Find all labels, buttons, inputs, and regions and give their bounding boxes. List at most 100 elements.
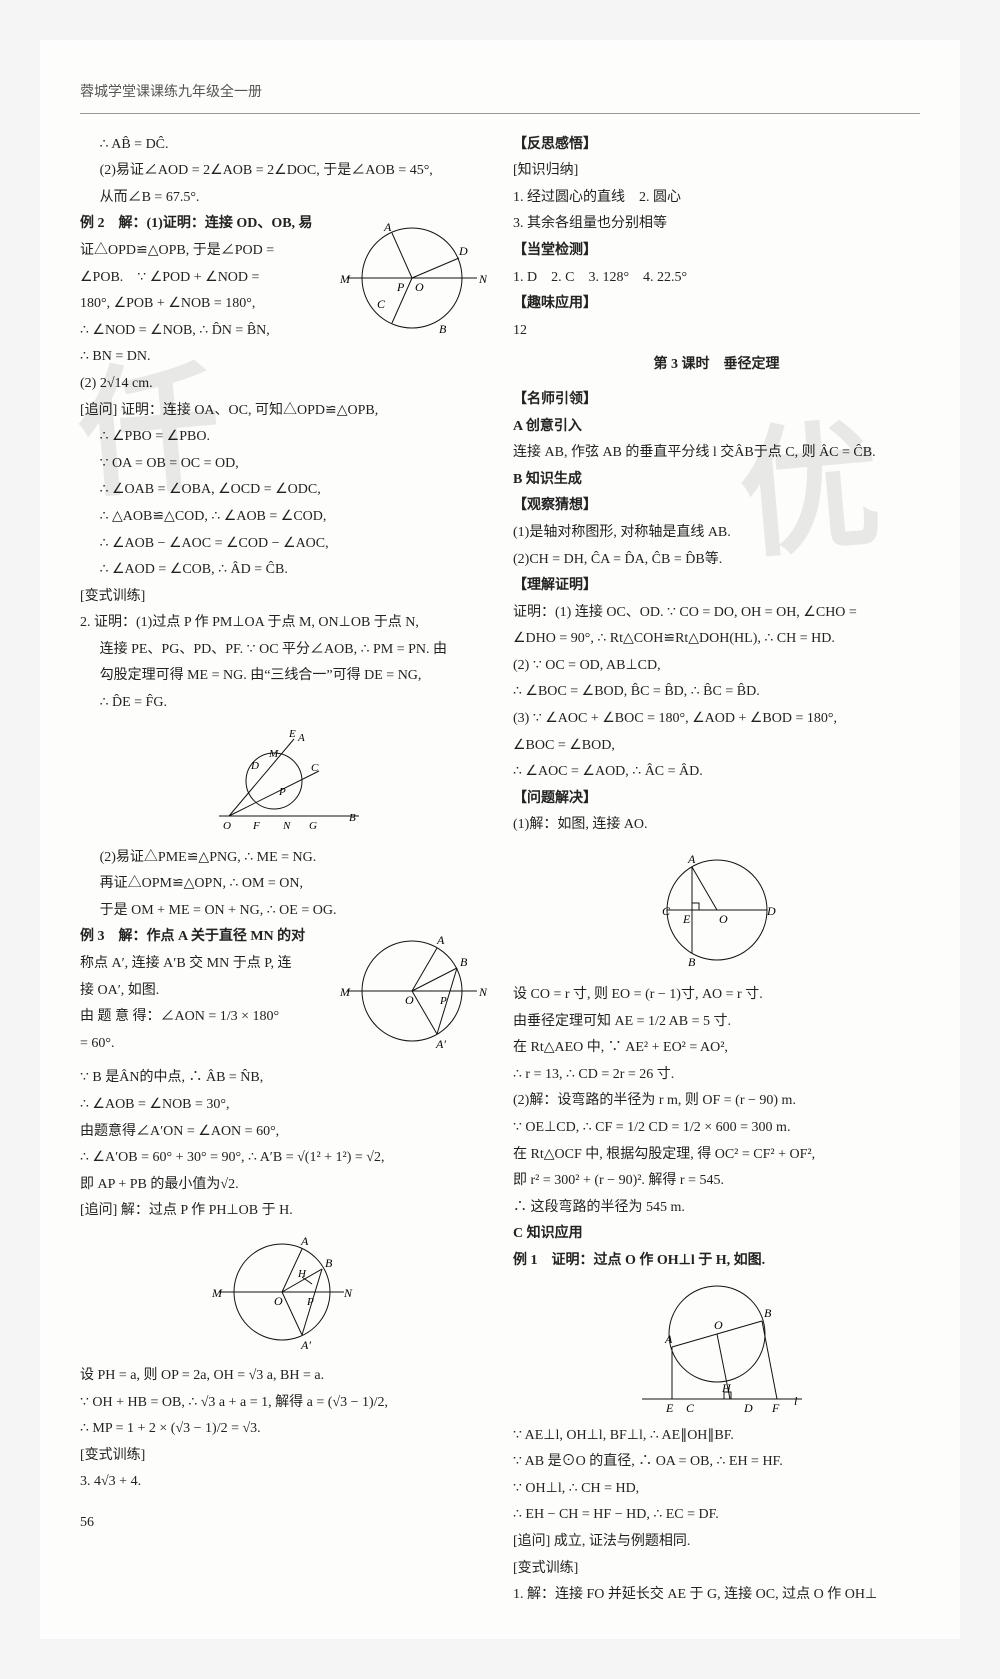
svg-text:l: l <box>794 1394 798 1408</box>
svg-text:A: A <box>300 1234 309 1248</box>
line: (2) 2√14 cm. <box>80 371 487 398</box>
svg-text:O: O <box>719 912 728 926</box>
svg-text:N: N <box>282 820 291 832</box>
section-title: B 知识生成 <box>513 467 920 494</box>
line: 证明：(1) 连接 OC、OD. ∵ CO = DO, OH = OH, ∠CH… <box>513 600 920 627</box>
line: (2) ∵ OC = OD, AB⊥CD, <box>513 653 920 680</box>
line: ∴ ∠AOB − ∠AOC = ∠COD − ∠AOC, <box>80 531 487 558</box>
line: 2. 证明：(1)过点 P 作 PM⊥OA 于点 M, ON⊥OB 于点 N, <box>80 610 487 637</box>
svg-text:H: H <box>297 1268 307 1280</box>
section-title: 【当堂检测】 <box>513 238 920 265</box>
svg-text:C: C <box>377 297 386 311</box>
svg-text:B: B <box>439 322 447 336</box>
line: ∴ ∠PBO = ∠PBO. <box>80 424 487 451</box>
svg-text:F: F <box>771 1401 780 1415</box>
svg-text:N: N <box>478 985 487 999</box>
line: ∴ ∠OAB = ∠OBA, ∠OCD = ∠ODC, <box>80 477 487 504</box>
svg-text:B: B <box>688 955 696 969</box>
line: (2)易证∠AOD = 2∠AOB = 2∠DOC, 于是∠AOB = 45°, <box>80 158 487 185</box>
line: ∴ ∠A′OB = 60° + 30° = 90°, ∴ A′B = √(1² … <box>80 1145 487 1172</box>
line: 1. D 2. C 3. 128° 4. 22.5° <box>513 265 920 292</box>
svg-text:E: E <box>665 1401 674 1415</box>
section-title: 【趣味应用】 <box>513 291 920 318</box>
svg-text:G: G <box>309 820 317 832</box>
svg-text:A′: A′ <box>435 1037 446 1051</box>
line: 1. 经过圆心的直线 2. 圆心 <box>513 185 920 212</box>
svg-text:P: P <box>439 995 447 1007</box>
line: ∴ ∠AOC = ∠AOD, ∴ ÂC = ÂD. <box>513 759 920 786</box>
right-column: 【反思感悟】 [知识归纳] 1. 经过圆心的直线 2. 圆心 3. 其余各组量也… <box>513 132 920 1609</box>
line: 1. 解：连接 FO 并延长交 AE 于 G, 连接 OC, 过点 O 作 OH… <box>513 1582 920 1609</box>
figure-circle-mn-2: M N A B P O A′ <box>337 926 487 1061</box>
svg-text:D: D <box>766 904 776 918</box>
figure-circle-ohl: A B O E C H D F l <box>513 1279 920 1419</box>
svg-text:P: P <box>396 280 405 294</box>
svg-text:N: N <box>478 272 487 286</box>
svg-text:A: A <box>664 1332 673 1346</box>
line: ∴ 这段弯路的半径为 545 m. <box>513 1195 920 1222</box>
svg-text:D: D <box>250 760 259 772</box>
figure-small-circle-1: O F N G B D M E A C P <box>80 721 487 841</box>
line: [追问] 证明：连接 OA、OC, 可知△OPD≌△OPB, <box>80 398 487 425</box>
line: ∵ AB 是⊙O 的直径, ∴ OA = OB, ∴ EH = HF. <box>513 1449 920 1476</box>
svg-text:A: A <box>687 852 696 866</box>
svg-text:P: P <box>306 1296 314 1308</box>
line: 在 Rt△OCF 中, 根据勾股定理, 得 OC² = CF² + OF², <box>513 1142 920 1169</box>
line: [追问] 解：过点 P 作 PH⊥OB 于 H. <box>80 1198 487 1225</box>
svg-text:O: O <box>274 1294 283 1308</box>
svg-text:B: B <box>764 1306 772 1320</box>
svg-text:B: B <box>349 812 356 824</box>
line: [追问] 成立, 证法与例题相同. <box>513 1529 920 1556</box>
svg-text:E: E <box>288 728 296 740</box>
page: 仟 优 蓉城学堂课课练九年级全一册 ∴ AB̂ = DĈ. (2)易证∠AOD … <box>40 40 960 1639</box>
line: 即 r² = 300² + (r − 90)². 解得 r = 545. <box>513 1168 920 1195</box>
svg-text:A: A <box>436 933 445 947</box>
line: (2)解：设弯路的半径为 r m, 则 OF = (r − 90) m. <box>513 1088 920 1115</box>
line: ∴ ∠AOD = ∠COB, ∴ ÂD = ĈB. <box>80 557 487 584</box>
line: 连接 AB, 作弦 AB 的垂直平分线 l 交ÂB于点 C, 则 ÂC = ĈB… <box>513 440 920 467</box>
line: ∴ D̂E = F̂G. <box>80 690 487 717</box>
svg-text:D: D <box>458 244 468 258</box>
page-number: 56 <box>80 1510 487 1537</box>
svg-text:P: P <box>278 786 286 798</box>
figure-small-circle-2: M N A B H O P A′ <box>80 1229 487 1359</box>
line: ∴ r = 13, ∴ CD = 2r = 26 寸. <box>513 1062 920 1089</box>
line: ∠DHO = 90°, ∴ Rt△COH≌Rt△DOH(HL), ∴ CH = … <box>513 626 920 653</box>
line: 12 <box>513 318 920 345</box>
svg-text:H: H <box>721 1381 732 1395</box>
svg-text:D: D <box>743 1401 753 1415</box>
line: ∴ △AOB≌△COD, ∴ ∠AOB = ∠COD, <box>80 504 487 531</box>
line: 从而∠B = 67.5°. <box>80 185 487 212</box>
section-title: [变式训练] <box>80 1443 487 1470</box>
line: ∵ B 是ÂN的中点, ∴ ÂB = N̂B, <box>80 1065 487 1092</box>
line: 连接 PE、PG、PD、PF. ∵ OC 平分∠AOB, ∴ PM = PN. … <box>80 637 487 664</box>
line: ∴ ∠AOB = ∠NOB = 30°, <box>80 1092 487 1119</box>
line: 由垂径定理可知 AE = 1/2 AB = 5 寸. <box>513 1009 920 1036</box>
line: 3. 其余各组量也分别相等 <box>513 211 920 238</box>
svg-text:M: M <box>211 1286 223 1300</box>
line: 由题意得∠A′ON = ∠AON = 60°, <box>80 1119 487 1146</box>
line: 于是 OM + ME = ON + NG, ∴ OE = OG. <box>80 898 487 925</box>
section-title: 【观察猜想】 <box>513 493 920 520</box>
line: ∴ MP = 1 + 2 × (√3 − 1)/2 = √3. <box>80 1416 487 1443</box>
line: (1)是轴对称图形, 对称轴是直线 AB. <box>513 520 920 547</box>
line: ∵ OH + HB = OB, ∴ √3 a + a = 1, 解得 a = (… <box>80 1390 487 1417</box>
line: ∵ OE⊥CD, ∴ CF = 1/2 CD = 1/2 × 600 = 300… <box>513 1115 920 1142</box>
line: 再证△OPM≌△OPN, ∴ OM = ON, <box>80 871 487 898</box>
line: 设 PH = a, 则 OP = 2a, OH = √3 a, BH = a. <box>80 1363 487 1390</box>
svg-text:B: B <box>460 955 468 969</box>
svg-text:O: O <box>714 1318 723 1332</box>
example-label: 例 1 证明：过点 O 作 OH⊥l 于 H, 如图. <box>513 1253 765 1268</box>
svg-text:C: C <box>662 904 671 918</box>
svg-text:B: B <box>325 1256 333 1270</box>
line: ∵ OH⊥l, ∴ CH = HD, <box>513 1476 920 1503</box>
line: (2)CH = DH, ĈA = D̂A, ĈB = D̂B等. <box>513 547 920 574</box>
svg-text:M: M <box>268 748 279 760</box>
line: ∴ AB̂ = DĈ. <box>80 132 487 159</box>
line: (3) ∵ ∠AOC + ∠BOC = 180°, ∠AOD + ∠BOD = … <box>513 706 920 733</box>
section-title: A 创意引入 <box>513 414 920 441</box>
svg-text:A′: A′ <box>300 1338 311 1352</box>
figure-circle-aeob: A B C D E O <box>513 843 920 978</box>
svg-text:M: M <box>339 272 351 286</box>
lesson-title: 第 3 课时 垂径定理 <box>513 352 920 379</box>
